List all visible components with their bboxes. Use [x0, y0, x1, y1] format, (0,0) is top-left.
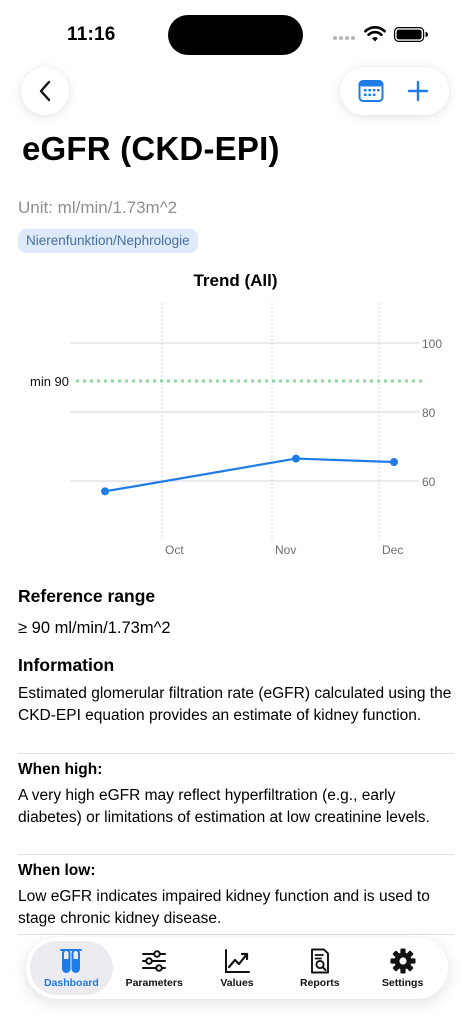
dynamic-island [168, 15, 303, 55]
divider [18, 934, 454, 935]
divider [18, 854, 454, 855]
data-point [101, 487, 109, 496]
sliders-icon [142, 950, 167, 972]
trend-chart: 60 80 100 Oct Nov Dec min 90 [30, 303, 442, 557]
tab-dashboard[interactable]: Dashboard [30, 941, 113, 995]
y-tick-label: 60 [422, 475, 436, 489]
back-button[interactable] [21, 67, 69, 115]
x-tick-label: Dec [382, 543, 403, 557]
cellular-signal-icon [333, 36, 355, 40]
tab-parameters[interactable]: Parameters [113, 941, 196, 995]
unit-label: Unit: ml/min/1.73m^2 [18, 198, 178, 217]
data-point [390, 458, 398, 467]
data-point [292, 454, 300, 463]
when-high-text: A very high eGFR may reflect hyperfiltra… [18, 787, 430, 826]
tab-values[interactable]: Values [196, 941, 279, 995]
when-low-heading: When low: [18, 862, 96, 879]
series-line [104, 457, 395, 493]
x-tick-label: Nov [275, 543, 296, 557]
page-title: eGFR (CKD-EPI) [22, 130, 280, 167]
tab-reports[interactable]: Reports [278, 941, 361, 995]
wifi-icon [364, 26, 386, 42]
x-tick-label: Oct [165, 543, 184, 557]
y-tick-label: 100 [422, 337, 442, 351]
when-low-text: Low eGFR indicates impaired kidney funct… [18, 888, 430, 927]
chart-title: Trend (All) [193, 271, 278, 290]
calendar-button[interactable] [353, 73, 389, 109]
plus-icon [407, 80, 428, 102]
tab-label: Values [220, 977, 254, 989]
information-heading: Information [18, 655, 115, 675]
status-bar: 11:16 [0, 0, 471, 60]
tab-label: Settings [381, 977, 424, 989]
y-tick-label: 80 [422, 406, 436, 420]
tab-label: Reports [299, 977, 340, 989]
information-text: Estimated glomerular filtration rate (eG… [18, 685, 452, 724]
test-tubes-icon [60, 949, 83, 973]
tab-label: Parameters [125, 977, 183, 989]
category-badge: Nierenfunktion/Nephrologie [18, 229, 198, 253]
reference-value: ≥ 90 ml/min/1.73m^2 [18, 619, 171, 637]
status-time: 11:16 [67, 24, 116, 45]
divider [18, 753, 454, 754]
reference-line-label: min 90 [30, 374, 69, 389]
document-search-icon [310, 948, 329, 974]
battery-icon [394, 27, 428, 42]
reference-heading: Reference range [18, 586, 156, 606]
tab-label: Dashboard [43, 977, 99, 989]
tab-settings[interactable]: Settings [361, 941, 444, 995]
tab-bar: Dashboard Parameters Values Reports [26, 937, 448, 999]
chart-line-icon [224, 949, 250, 973]
nav-actions [340, 67, 449, 115]
add-button[interactable] [400, 73, 436, 109]
calendar-icon [358, 80, 384, 102]
when-high-heading: When high: [18, 761, 103, 778]
chevron-left-icon [39, 80, 51, 102]
gear-icon [390, 948, 416, 974]
